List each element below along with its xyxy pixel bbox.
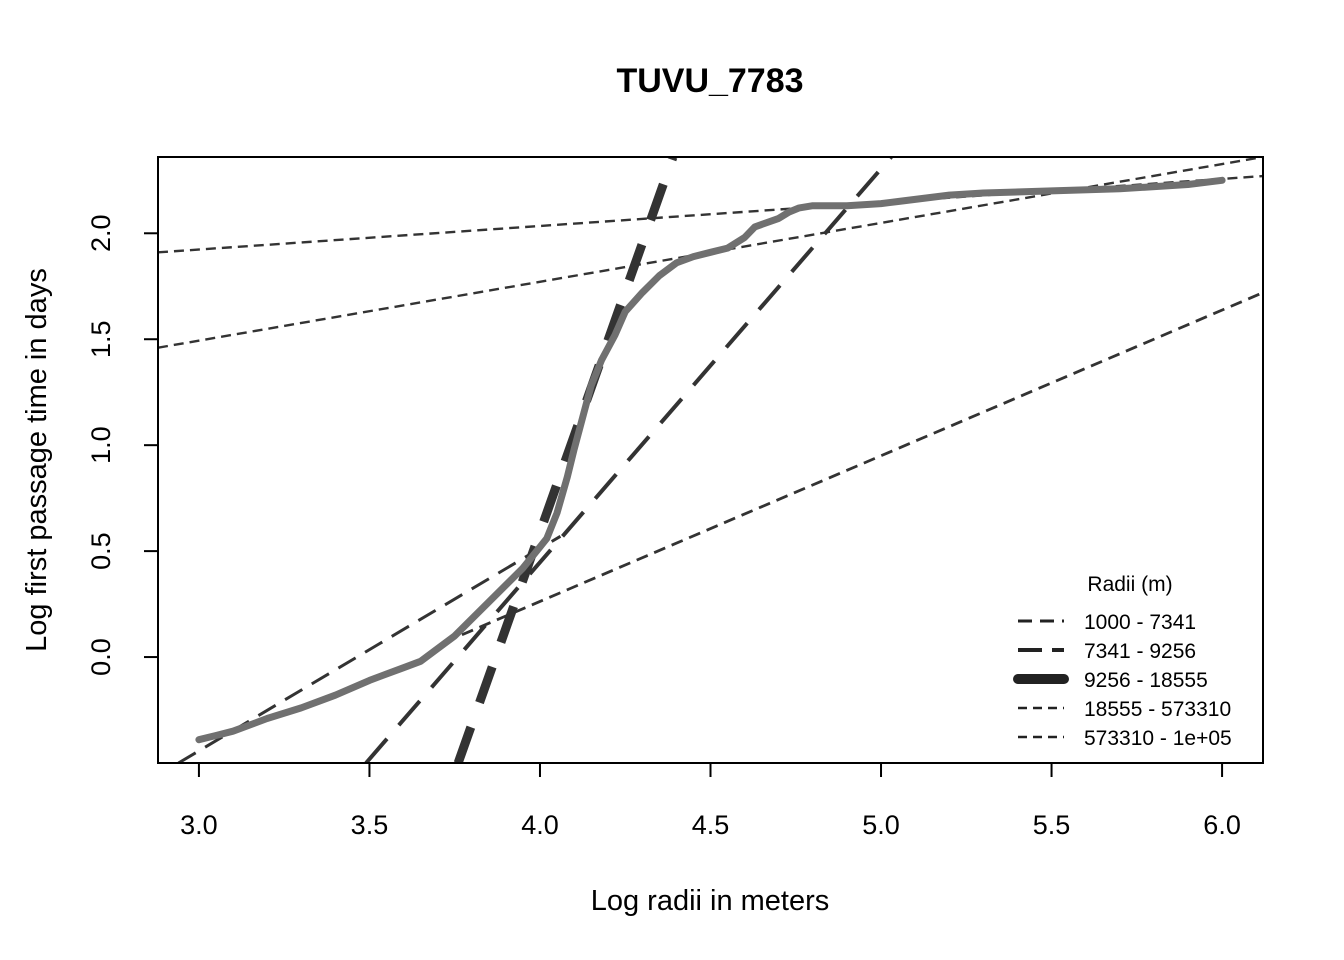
x-tick-label: 5.5 [1033,810,1071,840]
x-axis-title: Log radii in meters [591,885,830,917]
observed-series [195,176,1226,744]
legend-label-2: 7341 - 9256 [1084,640,1196,663]
y-tick-label: 2.0 [86,215,116,253]
y-tick-label: 1.0 [86,426,116,464]
legend-label-5: 573310 - 1e+05 [1084,727,1232,750]
x-axis: 3.0 3.5 4.0 4.5 5.0 5.5 6.0 [180,762,1241,840]
x-tick-label: 6.0 [1203,810,1241,840]
x-tick-label: 5.0 [862,810,900,840]
legend-label-1: 1000 - 7341 [1084,611,1196,634]
observed-line [195,176,1226,744]
legend: Radii (m) 1000 - 7341 7341 - 9256 9256 - 1… [1013,573,1232,750]
fit-line-2 [364,157,893,763]
fit-line-3 [453,157,678,763]
y-tick-label: 0.0 [86,638,116,676]
fit-line-6 [443,291,1263,644]
legend-label-3: 9256 - 18555 [1084,669,1208,692]
x-tick-label: 3.5 [351,810,389,840]
y-tick-label: 1.5 [86,320,116,358]
x-tick-label: 4.0 [521,810,559,840]
x-tick-label: 4.5 [692,810,730,840]
y-axis: 0.0 0.5 1.0 1.5 2.0 [86,215,159,676]
x-tick-label: 3.0 [180,810,218,840]
chart-title: TUVU_7783 [616,62,803,100]
legend-title: Radii (m) [1087,573,1172,596]
fit-line-5 [158,174,1263,254]
legend-label-4: 18555 - 573310 [1084,698,1231,721]
y-axis-title: Log first passage time in days [21,268,53,652]
y-tick-label: 0.5 [86,532,116,570]
